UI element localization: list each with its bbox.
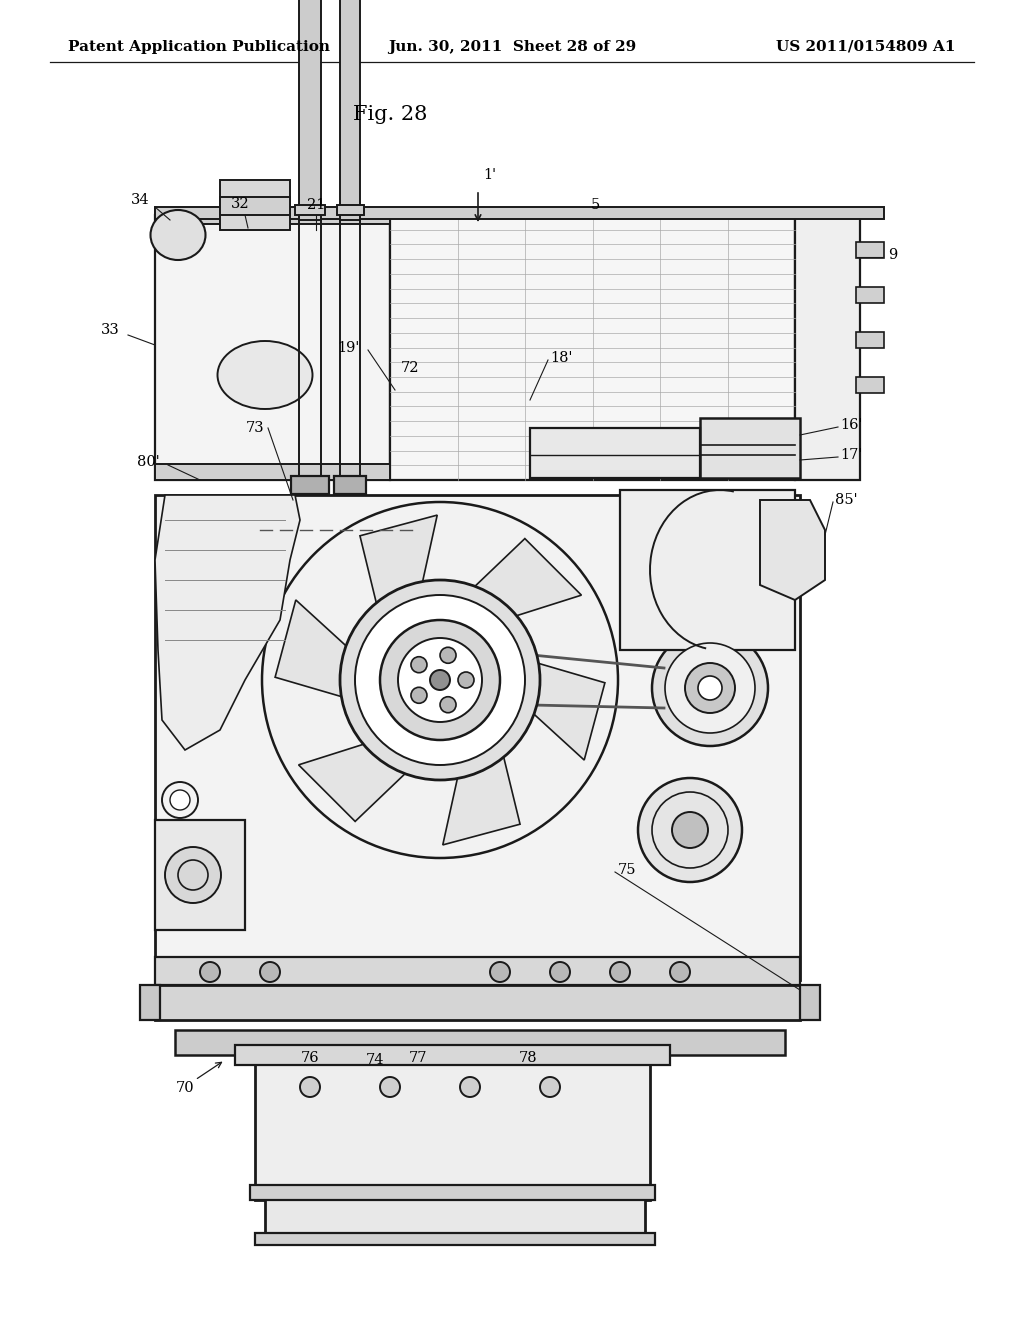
Bar (334, 477, 366, 494)
Circle shape (398, 638, 482, 722)
Circle shape (430, 671, 450, 690)
Bar (155, 957, 800, 985)
Bar (337, 205, 364, 215)
Polygon shape (275, 601, 382, 709)
Circle shape (340, 579, 540, 780)
Text: Fig. 28: Fig. 28 (353, 106, 427, 124)
Circle shape (440, 647, 456, 663)
Circle shape (411, 657, 427, 673)
Text: 34: 34 (131, 193, 150, 207)
Text: 73: 73 (246, 421, 264, 436)
Circle shape (355, 595, 525, 766)
Text: Patent Application Publication: Patent Application Publication (68, 40, 330, 54)
Circle shape (165, 847, 221, 903)
Text: 72: 72 (400, 360, 419, 375)
Circle shape (458, 672, 474, 688)
Bar (155, 209, 390, 224)
Circle shape (638, 777, 742, 882)
Polygon shape (760, 500, 825, 601)
Bar (795, 215, 860, 480)
Text: 70: 70 (176, 1081, 195, 1096)
Circle shape (440, 697, 456, 713)
Circle shape (698, 676, 722, 700)
Bar (155, 985, 800, 1020)
Circle shape (460, 1077, 480, 1097)
Bar (800, 985, 820, 1020)
Circle shape (685, 663, 735, 713)
Bar (155, 215, 390, 480)
Bar (265, 1197, 645, 1242)
Bar (220, 180, 290, 230)
Text: 16': 16' (840, 418, 862, 432)
Circle shape (652, 630, 768, 746)
Text: 78: 78 (519, 1051, 538, 1065)
Circle shape (300, 1077, 319, 1097)
Circle shape (490, 962, 510, 982)
Text: 9: 9 (889, 248, 898, 261)
Text: 76: 76 (301, 1051, 319, 1065)
Text: 74: 74 (366, 1053, 384, 1067)
Circle shape (665, 643, 755, 733)
Bar (295, 205, 325, 215)
Circle shape (670, 962, 690, 982)
Text: 21: 21 (307, 198, 326, 213)
Text: US 2011/0154809 A1: US 2011/0154809 A1 (776, 40, 956, 54)
Bar (140, 985, 160, 1020)
Bar (340, 0, 360, 220)
Polygon shape (360, 515, 437, 644)
Bar (299, 0, 321, 220)
Text: 17': 17' (840, 447, 862, 462)
Polygon shape (299, 733, 435, 821)
Ellipse shape (151, 210, 206, 260)
Circle shape (260, 962, 280, 982)
Text: Jun. 30, 2011  Sheet 28 of 29: Jun. 30, 2011 Sheet 28 of 29 (388, 40, 636, 54)
Circle shape (610, 962, 630, 982)
Polygon shape (442, 715, 520, 845)
Ellipse shape (217, 341, 312, 409)
Circle shape (550, 962, 570, 982)
Text: 5: 5 (591, 198, 600, 213)
Bar (620, 490, 795, 649)
Circle shape (672, 812, 708, 847)
Bar (856, 286, 884, 304)
Bar (255, 1060, 650, 1200)
Polygon shape (444, 539, 582, 628)
Circle shape (411, 688, 427, 704)
Text: 33: 33 (100, 323, 120, 337)
Bar (175, 1030, 785, 1055)
Bar (530, 428, 700, 478)
Text: 77: 77 (409, 1051, 427, 1065)
Circle shape (380, 1077, 400, 1097)
Bar (234, 1045, 670, 1065)
Bar (155, 465, 390, 480)
Bar (155, 820, 245, 931)
Text: 1': 1' (483, 168, 497, 182)
Bar (255, 1233, 655, 1245)
Bar (856, 378, 884, 393)
Circle shape (380, 620, 500, 741)
Bar (700, 418, 800, 478)
Polygon shape (155, 495, 300, 750)
Bar (856, 242, 884, 257)
Circle shape (200, 962, 220, 982)
Bar (291, 477, 329, 494)
Circle shape (170, 789, 190, 810)
Bar (155, 495, 800, 979)
Text: 85': 85' (835, 492, 858, 507)
Text: 75: 75 (618, 863, 637, 876)
Bar (220, 197, 290, 215)
Circle shape (540, 1077, 560, 1097)
Bar (155, 207, 884, 219)
Text: 80': 80' (136, 455, 160, 469)
Polygon shape (498, 652, 605, 760)
Text: 32: 32 (230, 197, 249, 211)
Bar (250, 1185, 655, 1200)
Text: 19': 19' (337, 341, 359, 355)
Bar (390, 215, 795, 480)
Circle shape (262, 502, 618, 858)
Bar (856, 333, 884, 348)
Text: 18': 18' (550, 351, 572, 366)
